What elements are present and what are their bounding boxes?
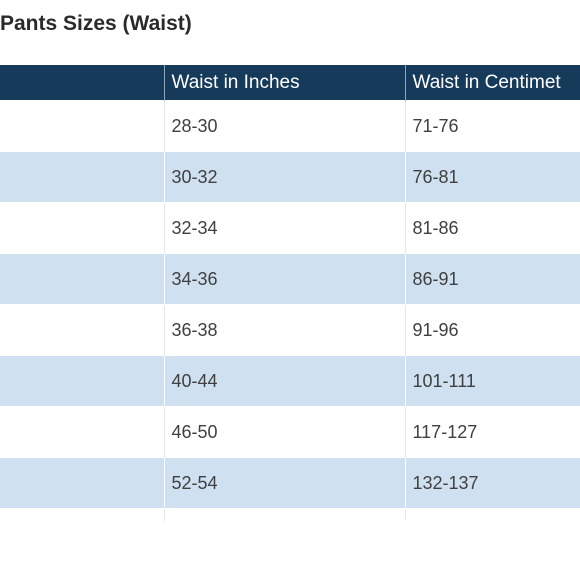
centimeters-cell: 101-111 <box>404 355 580 407</box>
inches-cell: 40-44 <box>163 355 405 407</box>
size-cell <box>0 406 164 458</box>
table-row-partial <box>0 508 580 521</box>
centimeters-cell: 71-76 <box>404 100 580 152</box>
centimeters-cell: 81-86 <box>404 202 580 254</box>
table-row: 36-38 91-96 <box>0 304 580 356</box>
centimeters-cell: 86-91 <box>404 253 580 305</box>
size-cell <box>0 508 164 521</box>
size-cell <box>0 151 164 203</box>
table-row: 34-36 86-91 <box>0 253 580 305</box>
header-waist-centimeters: Waist in Centimet <box>404 65 580 101</box>
size-cell <box>0 457 164 509</box>
size-cell <box>0 202 164 254</box>
inches-cell: 52-54 <box>163 457 405 509</box>
table-row: 52-54 132-137 <box>0 457 580 509</box>
header-waist-inches: Waist in Inches <box>163 65 405 101</box>
centimeters-cell: 76-81 <box>404 151 580 203</box>
size-cell <box>0 100 164 152</box>
header-size <box>0 65 164 101</box>
inches-cell <box>163 508 405 521</box>
size-cell <box>0 304 164 356</box>
centimeters-cell: 132-137 <box>404 457 580 509</box>
table-row: 32-34 81-86 <box>0 202 580 254</box>
table-row: 30-32 76-81 <box>0 151 580 203</box>
size-cell <box>0 355 164 407</box>
inches-cell: 32-34 <box>163 202 405 254</box>
table-row: 28-30 71-76 <box>0 100 580 152</box>
centimeters-cell: 91-96 <box>404 304 580 356</box>
centimeters-cell: 117-127 <box>404 406 580 458</box>
inches-cell: 34-36 <box>163 253 405 305</box>
size-table: Waist in Inches Waist in Centimet 28-30 … <box>0 65 580 521</box>
header-row: Waist in Inches Waist in Centimet <box>0 65 580 101</box>
table-row: 46-50 117-127 <box>0 406 580 458</box>
inches-cell: 28-30 <box>163 100 405 152</box>
size-cell <box>0 253 164 305</box>
inches-cell: 46-50 <box>163 406 405 458</box>
inches-cell: 30-32 <box>163 151 405 203</box>
table-title: Pants Sizes (Waist) <box>0 12 192 35</box>
inches-cell: 36-38 <box>163 304 405 356</box>
table-row: 40-44 101-111 <box>0 355 580 407</box>
centimeters-cell <box>404 508 580 521</box>
